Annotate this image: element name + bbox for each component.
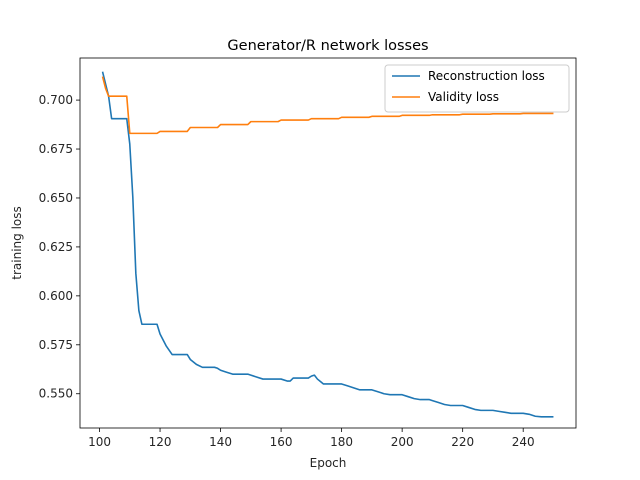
legend-box	[384, 64, 570, 113]
y-tick-label: 0.650	[39, 191, 73, 205]
legend-label-validity-loss: Validity loss	[428, 90, 499, 104]
y-tick-label: 0.550	[39, 387, 73, 401]
series-line-validity-loss	[101, 76, 554, 135]
x-tick-label: 120	[149, 435, 172, 449]
y-tick-label: 0.700	[39, 93, 73, 107]
x-axis-ticks: 100 120 140 160 180 200 220 240	[88, 428, 535, 449]
y-axis-ticks: 0.550 0.575 0.600 0.625 0.650 0.675 0.700	[39, 93, 80, 401]
x-tick-label: 180	[330, 435, 353, 449]
legend: Reconstruction loss Validity loss	[384, 64, 570, 113]
plot-frame	[79, 57, 577, 429]
legend-label-reconstruction-loss: Reconstruction loss	[428, 69, 545, 83]
x-tick-label: 100	[88, 435, 111, 449]
axes-layer	[79, 57, 577, 429]
y-tick-label: 0.675	[39, 142, 73, 156]
chart-title: Generator/R network losses	[227, 38, 428, 54]
x-tick-label: 140	[209, 435, 232, 449]
x-tick-label: 220	[451, 435, 474, 449]
y-axis-label: training loss	[10, 206, 24, 279]
series-line-reconstruction-loss	[101, 71, 554, 418]
y-tick-label: 0.600	[39, 289, 73, 303]
x-axis-label: Epoch	[310, 456, 347, 470]
series-layer	[101, 71, 554, 418]
y-tick-label: 0.575	[39, 338, 73, 352]
x-tick-label: 240	[512, 435, 535, 449]
y-tick-label: 0.625	[39, 240, 73, 254]
x-tick-label: 200	[391, 435, 414, 449]
plot-area	[80, 58, 576, 428]
x-tick-label: 160	[270, 435, 293, 449]
